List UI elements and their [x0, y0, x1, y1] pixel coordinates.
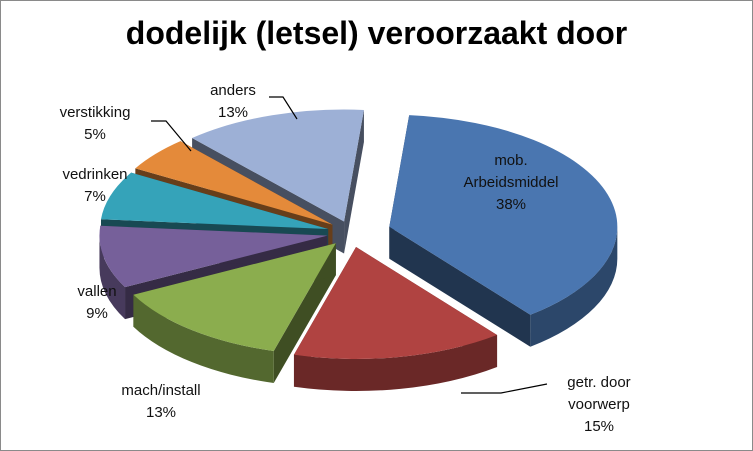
slice-label: vallen 9% [77, 283, 116, 322]
slice-label: getr. door voorwerp 15% [567, 374, 630, 435]
leader-line [151, 120, 192, 152]
slice-label: verstikking 5% [60, 104, 131, 143]
chart-title: dodelijk (letsel) veroorzaakt door [125, 15, 628, 51]
slice-label: mob. Arbeidsmiddel 38% [463, 152, 558, 213]
slice-label: anders 13% [210, 82, 256, 121]
pie-slice-getr-door-voorwerp [293, 247, 498, 392]
leader-line [461, 383, 548, 394]
pie-slice-mob-arbeidsmiddel [389, 115, 618, 347]
slice-label: vedrinken 7% [62, 166, 127, 205]
pie-slice-mach-install [133, 243, 336, 383]
leader-line [269, 96, 298, 120]
slice-label: mach/install 13% [121, 382, 200, 421]
